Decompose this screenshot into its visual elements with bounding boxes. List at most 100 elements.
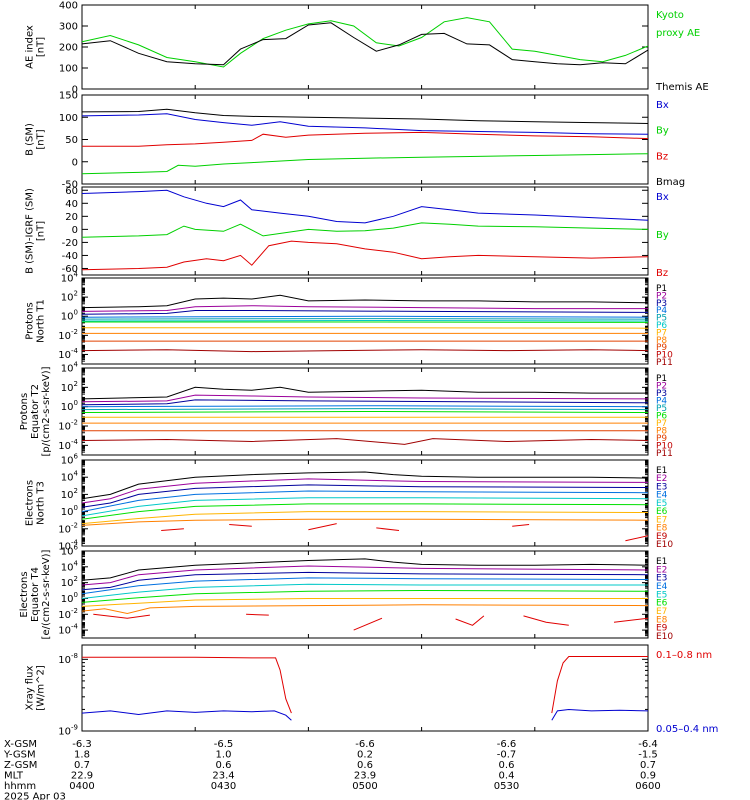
panel-frame-ae bbox=[81, 4, 649, 90]
series-line-en-4 bbox=[82, 497, 648, 517]
series-segment-ee-4 bbox=[523, 615, 569, 626]
ephem-value: 0530 bbox=[494, 781, 519, 792]
series-segment-ee-1 bbox=[246, 613, 269, 616]
legend-pe-7: P8 bbox=[656, 427, 667, 437]
series-line-dbm-2 bbox=[82, 240, 648, 271]
y-tick-label-b-0: -50 bbox=[62, 180, 78, 191]
legend-pe-2: P3 bbox=[656, 389, 667, 399]
ephem-label-x-gsm: X-GSM bbox=[4, 739, 37, 750]
legend-b-3: Bmag bbox=[656, 177, 685, 188]
y-tick-label-dbm-5: 40 bbox=[65, 199, 78, 210]
legend-ee-0: E1 bbox=[656, 557, 667, 567]
series-line-b-3 bbox=[82, 153, 648, 175]
y-axis-label-b: B (SM) bbox=[25, 123, 36, 156]
legend-pn-2: P3 bbox=[656, 299, 667, 309]
legend-en-2: E3 bbox=[656, 482, 667, 492]
ephem-value: 0.7 bbox=[640, 760, 656, 771]
ephem-label-mlt: MLT bbox=[4, 771, 24, 782]
y-axis-label-ae: [nT] bbox=[36, 37, 47, 57]
y-axis-label-xray: [W/m^2] bbox=[36, 665, 47, 711]
ephem-value: 0.2 bbox=[357, 750, 373, 761]
series-line-pn-10 bbox=[82, 349, 648, 353]
series-line-b-1 bbox=[82, 113, 648, 135]
y-tick-label-ee-2: 100 bbox=[61, 591, 78, 605]
ephem-label-y-gsm: Y-GSM bbox=[3, 750, 36, 761]
y-tick-label-dbm-3: 0 bbox=[72, 225, 78, 236]
series-line-ee-4 bbox=[82, 583, 648, 599]
series-segment-ee-0 bbox=[93, 613, 150, 619]
panel-frame-b bbox=[81, 94, 649, 185]
y-axis-label-en: Electrons bbox=[25, 480, 36, 526]
legend-en-4: E5 bbox=[656, 499, 667, 509]
series-segment-en-5 bbox=[625, 535, 648, 542]
series-segment-ee-5 bbox=[613, 617, 648, 623]
ephem-value: 22.9 bbox=[71, 771, 93, 782]
legend-ee-1: E2 bbox=[656, 565, 667, 575]
series-segment-ee-3 bbox=[455, 615, 485, 626]
y-axis-label-pe: Protons bbox=[19, 393, 30, 430]
series-segment-en-4 bbox=[512, 524, 530, 527]
y-axis-label-ee: Equator T4 bbox=[30, 567, 41, 622]
ephem-label-z-gsm: Z-GSM bbox=[4, 760, 37, 771]
series-line-en-2 bbox=[82, 484, 648, 508]
y-axis-label-dbm: B (SM)-IGRF (SM) bbox=[25, 188, 36, 274]
y-tick-label-pn-4: 104 bbox=[61, 271, 79, 285]
y-tick-label-b-4: 150 bbox=[59, 91, 78, 102]
y-tick-label-en-4: 104 bbox=[61, 470, 79, 484]
y-tick-label-dbm-1: -40 bbox=[62, 251, 78, 262]
series-line-pe-9 bbox=[82, 438, 648, 445]
ephem-value: -6.4 bbox=[638, 739, 658, 750]
y-tick-label-dbm-4: 20 bbox=[65, 212, 78, 223]
series-line-ae-1 bbox=[82, 22, 648, 66]
y-tick-label-ee-3: 102 bbox=[61, 575, 78, 589]
y-tick-label-pe-3: 102 bbox=[61, 380, 78, 394]
legend-pe-0: P1 bbox=[656, 374, 667, 384]
legend-pe-10: P11 bbox=[656, 449, 673, 459]
y-tick-label-ae-1: 100 bbox=[59, 64, 78, 75]
series-line-pn-7 bbox=[82, 327, 648, 329]
series-line-pe-0 bbox=[82, 386, 648, 400]
series-line-en-1 bbox=[82, 478, 648, 504]
series-line-ee-5 bbox=[82, 589, 648, 603]
ephem-value: 1.8 bbox=[74, 750, 90, 761]
legend-ee-9: E10 bbox=[656, 632, 673, 642]
legend-pn-9: P10 bbox=[656, 351, 673, 361]
legend-pn-4: P5 bbox=[656, 314, 667, 324]
plot-date: 2025 Apr 03 bbox=[4, 792, 66, 800]
legend-ee-4: E5 bbox=[656, 590, 667, 600]
ephem-value: 0.6 bbox=[357, 760, 373, 771]
y-tick-label-b-3: 100 bbox=[59, 113, 78, 124]
y-tick-label-ae-4: 400 bbox=[59, 1, 78, 12]
series-line-en-0 bbox=[82, 471, 648, 500]
y-tick-label-dbm-2: -20 bbox=[62, 238, 78, 249]
series-line-ee-3 bbox=[82, 577, 648, 595]
y-tick-label-xray-0: 10-9 bbox=[58, 724, 78, 738]
series-line-xray-1 bbox=[551, 656, 648, 714]
y-tick-label-ee-5: 106 bbox=[61, 544, 79, 558]
y-axis-label-pn: Protons bbox=[25, 302, 36, 339]
series-line-pn-2 bbox=[82, 310, 648, 315]
y-tick-label-ee-1: 10-2 bbox=[58, 607, 78, 621]
series-line-en-6 bbox=[82, 511, 648, 525]
y-axis-label-xray: Xray flux bbox=[25, 666, 36, 711]
ephem-value: 0400 bbox=[69, 781, 94, 792]
series-line-dbm-0 bbox=[82, 189, 648, 224]
legend-dbm-1: By bbox=[656, 230, 669, 241]
legend-ee-3: E4 bbox=[656, 582, 668, 592]
y-axis-label-ee: Electrons bbox=[19, 571, 30, 617]
series-line-en-3 bbox=[82, 490, 648, 513]
y-tick-label-ae-3: 300 bbox=[59, 22, 78, 33]
legend-ae-4: Themis AE bbox=[655, 82, 709, 93]
legend-b-1: By bbox=[656, 126, 669, 137]
ephem-value: 1.0 bbox=[216, 750, 232, 761]
legend-en-0: E1 bbox=[656, 466, 667, 476]
y-tick-label-en-5: 106 bbox=[61, 453, 79, 467]
y-axis-label-ee: [e/(cm2-s-sr-keV)] bbox=[41, 549, 52, 639]
series-line-ae-0 bbox=[82, 17, 648, 68]
series-line-pe-2 bbox=[82, 399, 648, 406]
series-line-b-0 bbox=[82, 108, 648, 124]
legend-ae-1: proxy AE bbox=[656, 28, 700, 39]
series-segment-en-2 bbox=[308, 523, 337, 531]
legend-en-7: E8 bbox=[656, 524, 668, 534]
y-tick-label-en-2: 100 bbox=[61, 504, 78, 518]
